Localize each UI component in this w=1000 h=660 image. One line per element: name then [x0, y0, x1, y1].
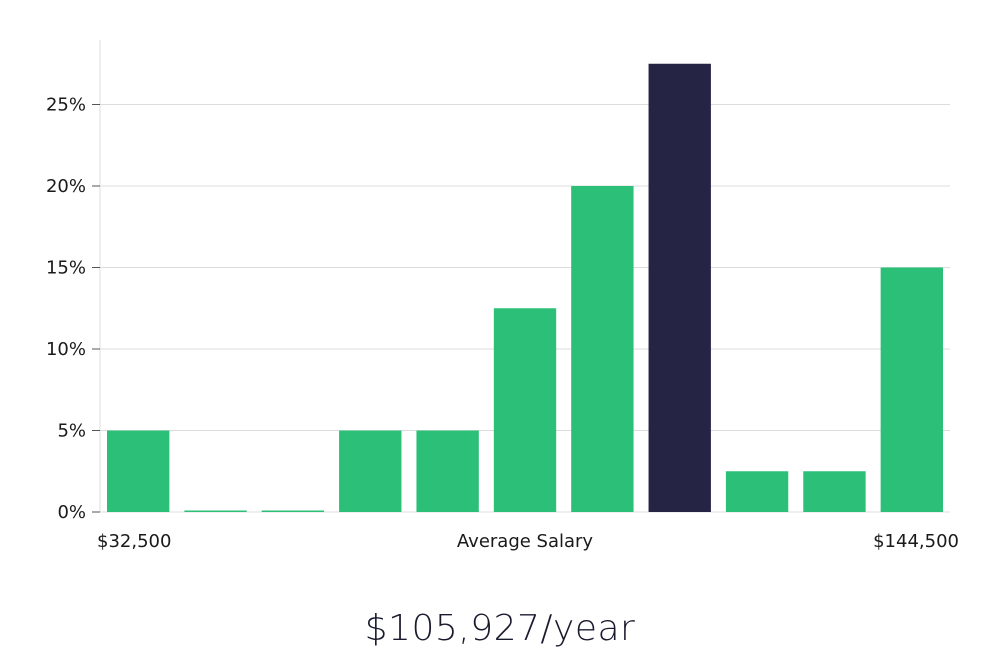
- bar: [416, 430, 479, 512]
- bar: [339, 430, 402, 512]
- bar: [184, 510, 247, 512]
- y-tick-label: 0%: [57, 502, 86, 523]
- bar: [725, 471, 789, 512]
- bar: [493, 308, 557, 512]
- x-axis-title: Average Salary: [457, 531, 594, 552]
- y-tick-label: 15%: [46, 258, 86, 279]
- bar: [803, 471, 866, 512]
- bar: [107, 430, 170, 512]
- bars-layer: [107, 63, 943, 512]
- bar-highlight: [648, 63, 711, 512]
- labels-layer: $32,500 Average Salary $144,500: [97, 531, 959, 552]
- x-min-label: $32,500: [97, 531, 171, 552]
- bar: [261, 510, 325, 512]
- y-tick-label: 10%: [46, 339, 86, 360]
- y-tick-label: 25%: [46, 95, 86, 116]
- bar: [880, 267, 943, 512]
- y-tick-label: 5%: [57, 421, 86, 442]
- y-tick-label: 20%: [46, 176, 86, 197]
- bar: [571, 186, 634, 512]
- average-salary-caption: $105,927/year: [364, 608, 636, 649]
- x-max-label: $144,500: [873, 531, 959, 552]
